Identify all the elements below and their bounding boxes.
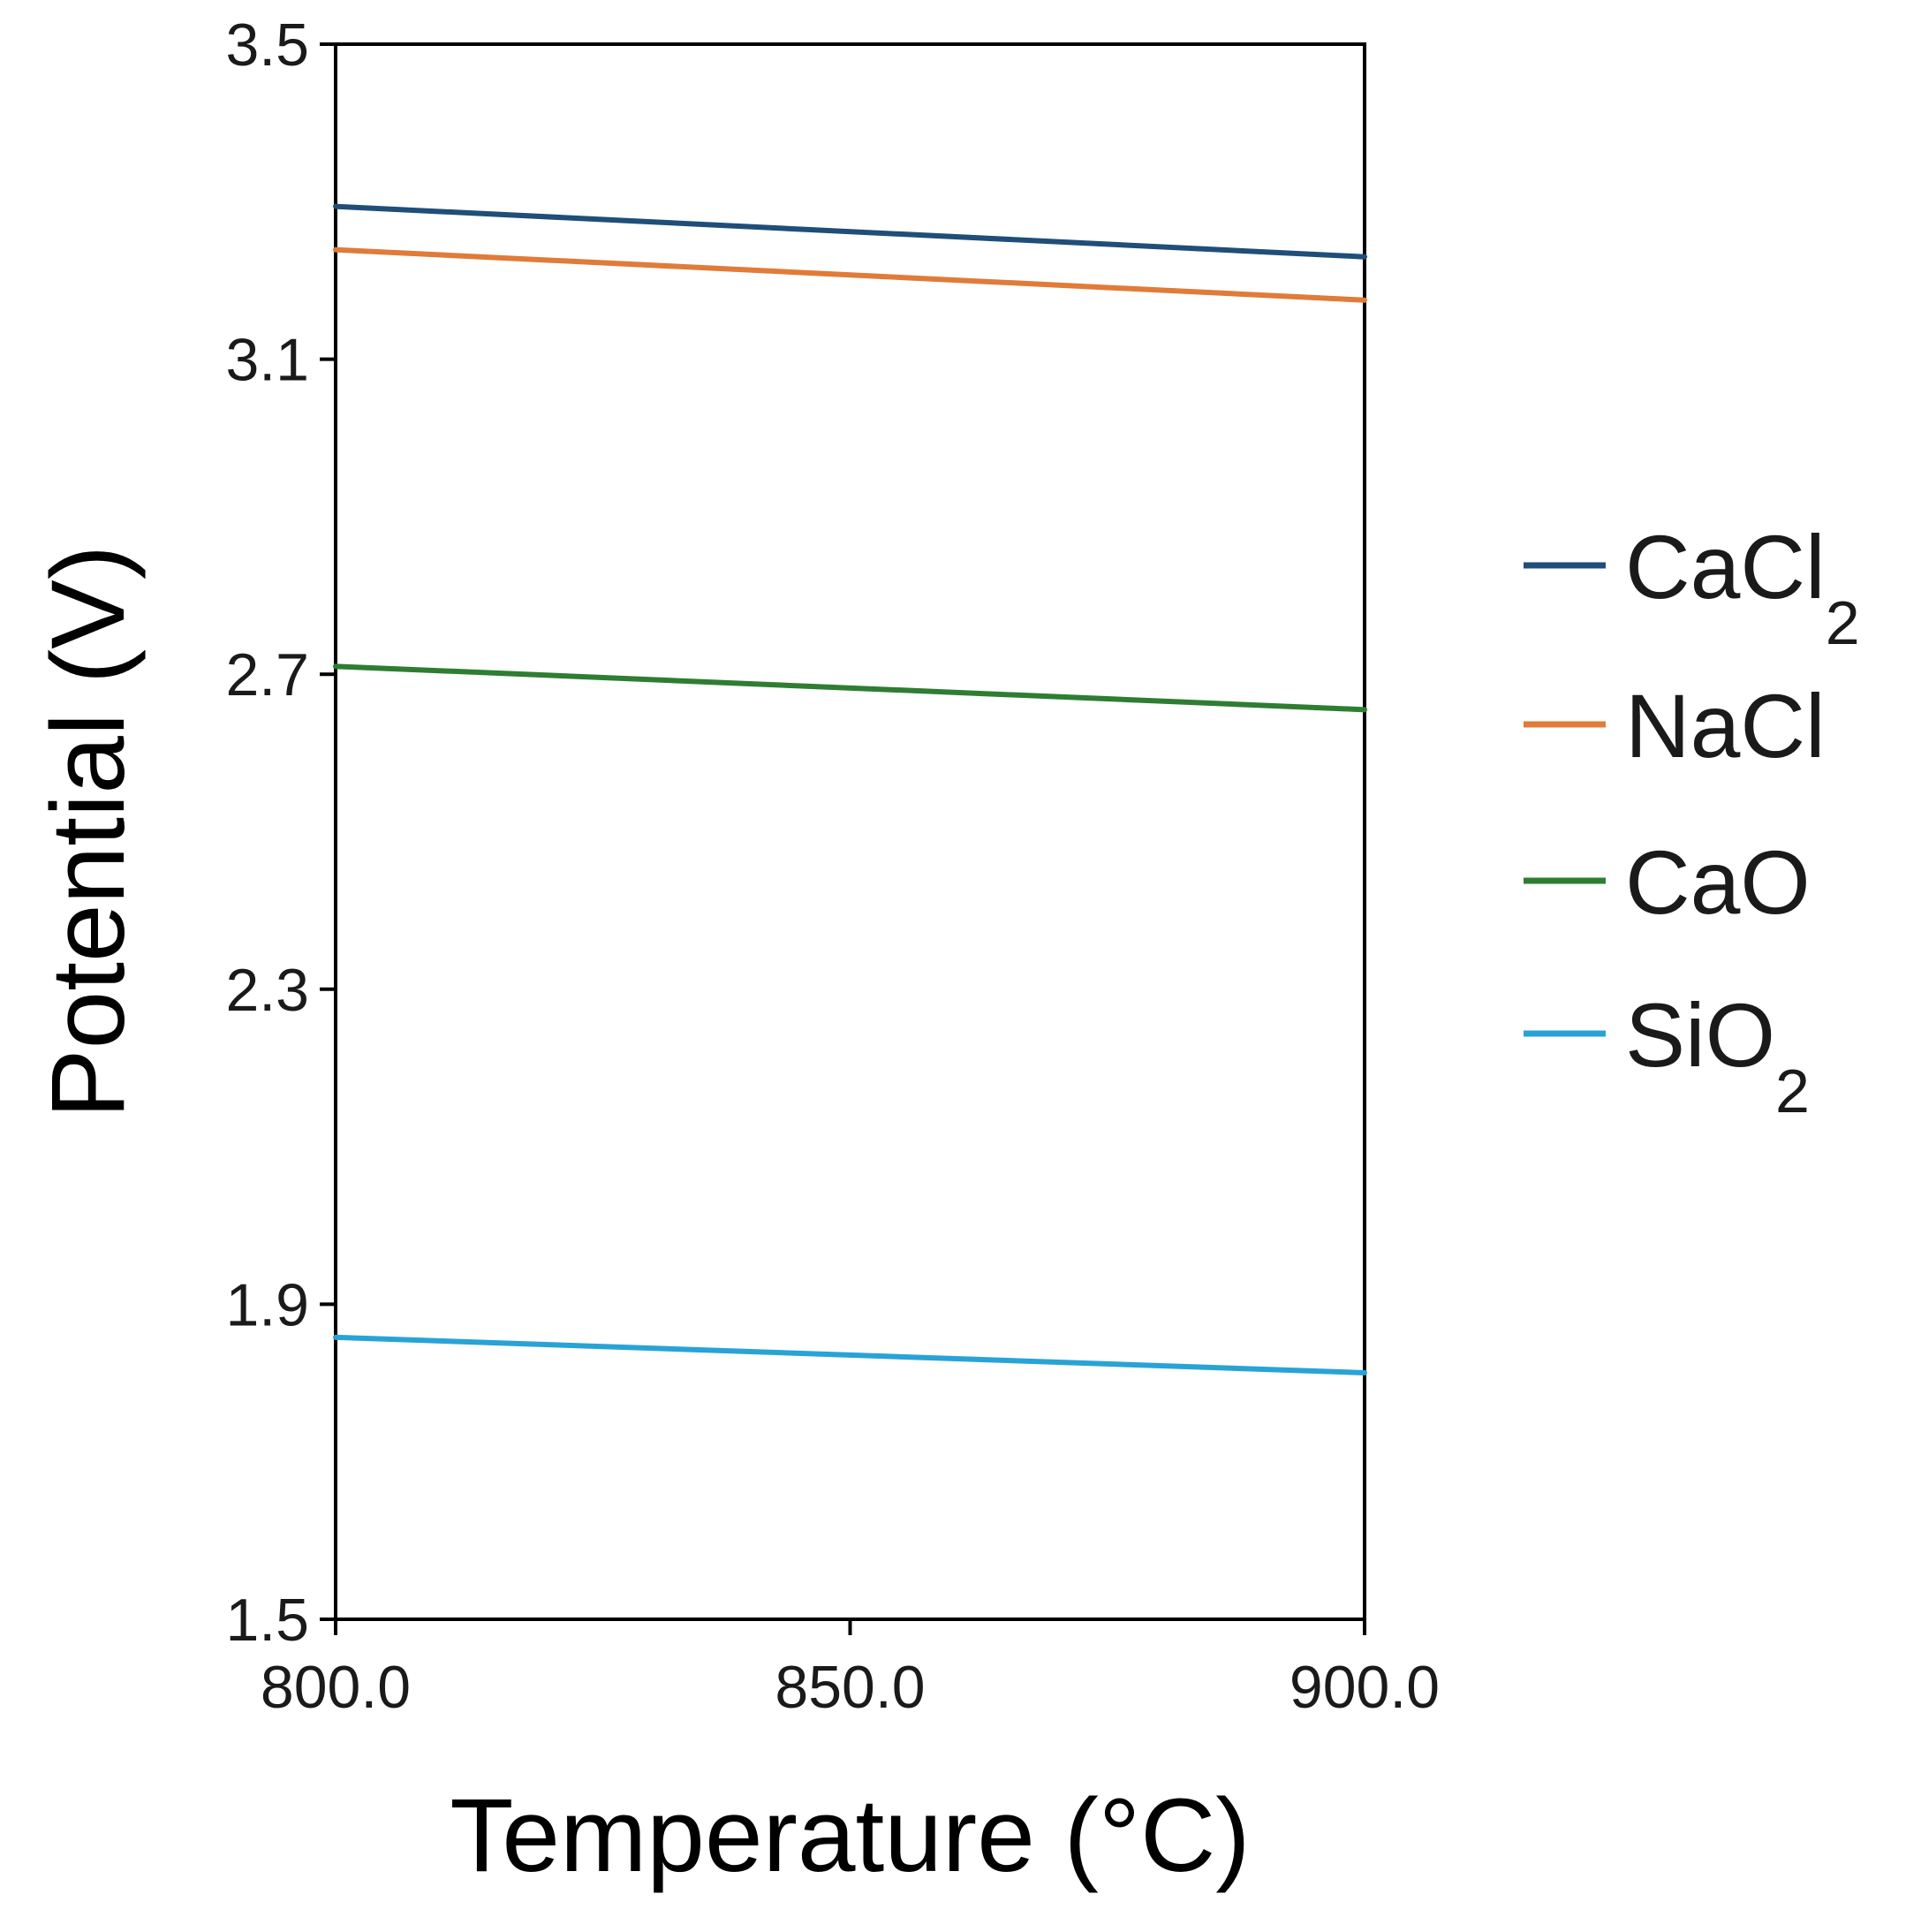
legend-label: SiO2	[1625, 985, 1810, 1125]
plot-area	[334, 42, 1366, 1621]
legend-label-text: CaCl	[1625, 517, 1826, 617]
series-lines	[333, 203, 1367, 1375]
series-line-nacl	[333, 246, 1367, 303]
legend-label-text: SiO	[1625, 985, 1775, 1086]
legend-label: NaCl	[1625, 676, 1826, 777]
series-line-cacl2	[333, 203, 1367, 260]
legend-label: CaCl2	[1625, 517, 1860, 657]
y-tick-label: 3.5	[225, 11, 309, 79]
legend-label: CaO	[1625, 832, 1811, 933]
y-tick-label: 2.3	[225, 957, 309, 1024]
x-tick-label: 850.0	[775, 1654, 925, 1721]
plot-frame	[334, 42, 1366, 1621]
y-tick-label: 1.5	[225, 1587, 309, 1654]
y-tick-label: 1.9	[225, 1271, 309, 1338]
series-line-cao	[333, 663, 1367, 713]
x-axis: 800.0 850.0 900.0	[261, 1619, 1440, 1721]
x-axis-title: Temperature (°C)	[450, 1777, 1250, 1894]
y-axis-title: Potential (V)	[30, 545, 147, 1118]
x-tick-label: 900.0	[1289, 1654, 1440, 1721]
x-tick-label: 800.0	[261, 1654, 411, 1721]
series-line-sio2	[333, 1334, 1367, 1375]
y-tick-label: 3.1	[225, 327, 309, 394]
y-tick-label: 2.7	[225, 641, 309, 708]
legend-label-text: NaCl	[1625, 676, 1826, 777]
legend-label-subscript: 2	[1775, 1057, 1810, 1125]
legend-label-subscript: 2	[1826, 588, 1860, 657]
y-axis: 1.5 1.9 2.3 2.7 3.1 3.5	[225, 11, 336, 1654]
legend-label-text: CaO	[1625, 832, 1811, 933]
